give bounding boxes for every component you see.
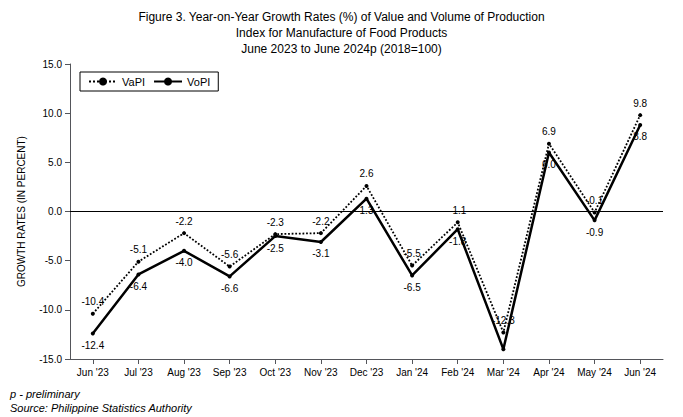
- svg-text:-6.6: -6.6: [221, 283, 239, 294]
- svg-text:Dec '23: Dec '23: [350, 367, 384, 378]
- svg-text:-0.9: -0.9: [586, 227, 604, 238]
- svg-text:-12.4: -12.4: [81, 340, 104, 351]
- svg-text:VoPI: VoPI: [187, 76, 210, 88]
- svg-text:VaPI: VaPI: [122, 76, 145, 88]
- svg-text:Sep '23: Sep '23: [213, 367, 247, 378]
- svg-text:-5.6: -5.6: [221, 249, 239, 260]
- svg-text:GROWTH RATES (IN PERCENT): GROWTH RATES (IN PERCENT): [16, 136, 27, 287]
- svg-text:8.8: 8.8: [633, 131, 647, 142]
- svg-text:-15.0: -15.0: [39, 354, 62, 365]
- svg-text:15.0: 15.0: [43, 59, 63, 70]
- svg-text:-5.1: -5.1: [130, 244, 148, 255]
- svg-text:-10.0: -10.0: [39, 304, 62, 315]
- svg-text:-12.3: -12.3: [491, 315, 515, 326]
- svg-text:Nov '23: Nov '23: [304, 367, 338, 378]
- svg-text:p - preliminary: p - preliminary: [9, 388, 81, 400]
- svg-text:-6.4: -6.4: [130, 281, 148, 292]
- svg-text:-6.5: -6.5: [403, 282, 421, 293]
- svg-text:-0.1: -0.1: [586, 195, 604, 206]
- svg-text:-2.5: -2.5: [267, 243, 285, 254]
- svg-text:May '24: May '24: [577, 367, 612, 378]
- svg-text:June 2023 to June 2024p (2018=: June 2023 to June 2024p (2018=100): [241, 42, 442, 56]
- svg-text:1.3: 1.3: [360, 205, 374, 216]
- svg-text:6.9: 6.9: [542, 126, 556, 137]
- svg-text:Oct '23: Oct '23: [260, 367, 292, 378]
- svg-text:Jun '23: Jun '23: [77, 367, 109, 378]
- svg-text:Source: Philippine Statistics: Source: Philippine Statistics Authority: [10, 402, 193, 414]
- svg-text:Aug '23: Aug '23: [167, 367, 201, 378]
- svg-text:-10.4: -10.4: [81, 296, 104, 307]
- svg-text:-2.2: -2.2: [312, 216, 330, 227]
- svg-text:-2.3: -2.3: [267, 217, 285, 228]
- svg-text:Figure 3. Year-on-Year Growth: Figure 3. Year-on-Year Growth Rates (%) …: [138, 10, 544, 24]
- svg-text:Apr '24: Apr '24: [533, 367, 565, 378]
- svg-text:-1.1: -1.1: [449, 205, 467, 216]
- svg-text:-2.2: -2.2: [175, 216, 193, 227]
- svg-text:Mar '24: Mar '24: [487, 367, 520, 378]
- svg-text:6.0: 6.0: [542, 159, 556, 170]
- svg-text:Jan '24: Jan '24: [396, 367, 428, 378]
- svg-text:Index for Manufacture of Food: Index for Manufacture of Food Products: [236, 26, 447, 40]
- svg-text:10.0: 10.0: [43, 108, 63, 119]
- svg-text:-5.0: -5.0: [45, 255, 63, 266]
- svg-text:Feb '24: Feb '24: [441, 367, 474, 378]
- svg-text:9.8: 9.8: [633, 98, 647, 109]
- svg-text:2.6: 2.6: [360, 168, 374, 179]
- svg-text:-3.1: -3.1: [312, 248, 330, 259]
- svg-text:-5.5: -5.5: [403, 248, 421, 259]
- svg-text:-4.0: -4.0: [175, 257, 193, 268]
- svg-text:Jul '23: Jul '23: [124, 367, 153, 378]
- svg-text:0.0: 0.0: [48, 206, 62, 217]
- svg-text:Jun '24: Jun '24: [624, 367, 656, 378]
- svg-text:5.0: 5.0: [48, 157, 62, 168]
- svg-text:-1.8: -1.8: [449, 236, 467, 247]
